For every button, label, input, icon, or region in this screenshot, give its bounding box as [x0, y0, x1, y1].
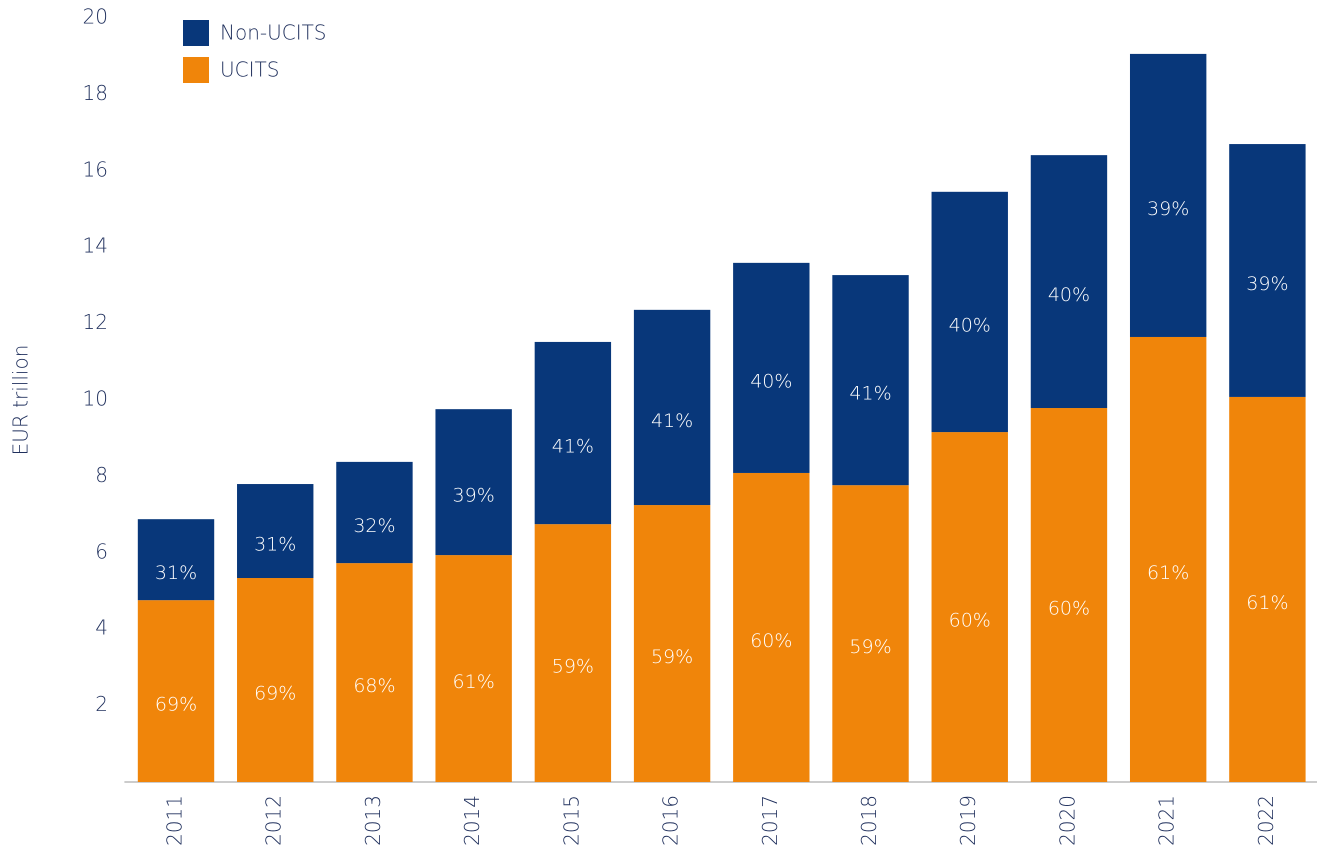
share-label: 41%	[651, 410, 693, 432]
bar-segment	[137, 519, 215, 601]
bar-segment	[534, 341, 612, 525]
bar-segment	[1129, 53, 1207, 337]
bar-segment	[435, 555, 512, 782]
bar-segment	[832, 275, 909, 486]
share-label: 41%	[552, 436, 594, 458]
share-label: 68%	[353, 675, 395, 697]
bar-segment	[1030, 408, 1108, 782]
x-tick-label: 2013	[361, 795, 385, 846]
x-tick-label: 2020	[1055, 795, 1079, 846]
x-tick-label: 2021	[1155, 795, 1179, 846]
y-tick-label: 14	[83, 234, 108, 258]
share-label: 40%	[1048, 284, 1090, 306]
x-tick-label: 2011	[163, 795, 187, 846]
bar-segment	[733, 262, 810, 473]
share-label: 31%	[254, 534, 296, 556]
bar-segment	[237, 578, 314, 782]
y-tick-label: 4	[95, 616, 108, 640]
bar-segment	[1129, 336, 1207, 782]
y-tick-label: 6	[95, 539, 108, 563]
y-tick-label: 8	[95, 463, 108, 487]
share-label: 40%	[949, 314, 991, 336]
x-tick-label: 2022	[1254, 795, 1278, 846]
bar-segment	[1229, 144, 1306, 397]
y-tick-label: 2	[95, 692, 108, 716]
y-tick-label: 16	[83, 157, 108, 181]
share-label: 32%	[353, 515, 395, 537]
y-axis-label: EUR trillion	[9, 345, 33, 456]
share-label: 61%	[1246, 592, 1288, 614]
bar-segment	[336, 563, 413, 782]
share-label: 59%	[552, 656, 594, 678]
legend-swatch	[183, 57, 209, 83]
y-tick-label: 12	[83, 310, 108, 334]
bar-segment	[733, 472, 810, 782]
share-label: 40%	[750, 370, 792, 392]
bar-segment	[1229, 396, 1306, 782]
legend-swatch	[183, 20, 209, 46]
bar-segment	[633, 309, 711, 506]
bar-segment	[633, 505, 711, 782]
y-tick-label: 18	[83, 81, 108, 105]
bar-segment	[237, 484, 314, 579]
share-label: 39%	[1246, 273, 1288, 295]
bar-segment	[832, 485, 909, 782]
legend-label: Non-UCITS	[220, 21, 327, 45]
bar-segment	[1030, 155, 1108, 409]
x-tick-label: 2012	[262, 795, 286, 846]
bar-segment	[534, 524, 612, 782]
share-label: 60%	[949, 610, 991, 632]
x-tick-label: 2018	[857, 795, 881, 846]
x-tick-label: 2016	[659, 795, 683, 846]
x-tick-label: 2015	[559, 795, 583, 846]
share-label: 61%	[1147, 562, 1189, 584]
share-label: 41%	[849, 383, 891, 405]
share-label: 39%	[453, 485, 495, 507]
y-tick-label: 10	[83, 387, 108, 411]
share-label: 69%	[155, 694, 197, 716]
x-tick-label: 2019	[956, 795, 980, 846]
share-label: 59%	[651, 646, 693, 668]
share-label: 60%	[1048, 598, 1090, 620]
bar-segment	[336, 461, 413, 564]
share-label: 60%	[750, 630, 792, 652]
bar-segment	[931, 191, 1008, 433]
share-label: 31%	[155, 562, 197, 584]
x-tick-label: 2017	[758, 795, 782, 846]
legend-label: UCITS	[220, 58, 279, 82]
share-label: 69%	[254, 683, 296, 705]
share-label: 39%	[1147, 198, 1189, 220]
y-tick-label: 20	[83, 5, 108, 29]
bar-segment	[137, 600, 215, 782]
bar-segment	[435, 409, 512, 556]
share-label: 59%	[849, 636, 891, 658]
bar-segment	[931, 432, 1008, 782]
x-tick-label: 2014	[460, 795, 484, 846]
share-label: 61%	[453, 671, 495, 693]
